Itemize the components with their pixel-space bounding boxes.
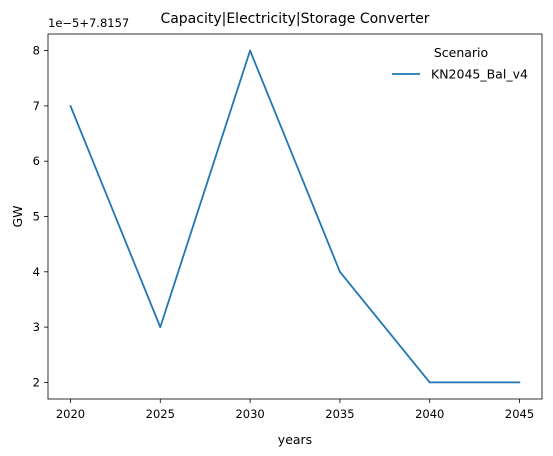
y-tick-label: 8 [33,44,40,58]
data-point [249,49,251,52]
y-tick-label: 5 [33,210,40,224]
legend-entry-label: KN2045_Bal_v4 [431,67,528,82]
y-offset-label: 1e−5+7.8157 [48,16,129,30]
data-point [518,381,521,384]
x-tick-label: 2040 [415,407,444,421]
x-tick-label: 2030 [235,407,264,421]
data-point [339,270,341,273]
chart-title: Capacity|Electricity|Storage Converter [160,11,429,27]
data-point [159,326,162,329]
data-point [69,104,72,107]
x-tick-label: 2045 [505,407,534,421]
x-axis-label: years [278,432,312,447]
series-line-KN2045_Bal_v4 [69,49,520,384]
x-tick-label: 2020 [56,407,85,421]
y-tick-label: 3 [33,320,40,334]
y-tick-label: 7 [33,99,40,113]
data-point [428,381,431,384]
y-axis: 2 3 4 5 6 7 8 [33,44,48,389]
plot-area: 2020 2025 2030 2035 2040 2045 2 3 4 5 6 7 8 [33,33,543,421]
y-tick-label: 4 [33,265,40,279]
legend-title: Scenario [434,45,488,60]
y-tick-label: 2 [33,375,40,389]
x-tick-label: 2035 [325,407,354,421]
x-axis: 2020 2025 2030 2035 2040 2045 [56,399,534,421]
legend: Scenario KN2045_Bal_v4 [392,45,528,82]
y-axis-label: GW [10,205,25,227]
x-tick-label: 2025 [146,407,175,421]
series-lines [69,49,521,384]
plot-frame [47,33,543,400]
y-tick-label: 6 [33,154,40,168]
